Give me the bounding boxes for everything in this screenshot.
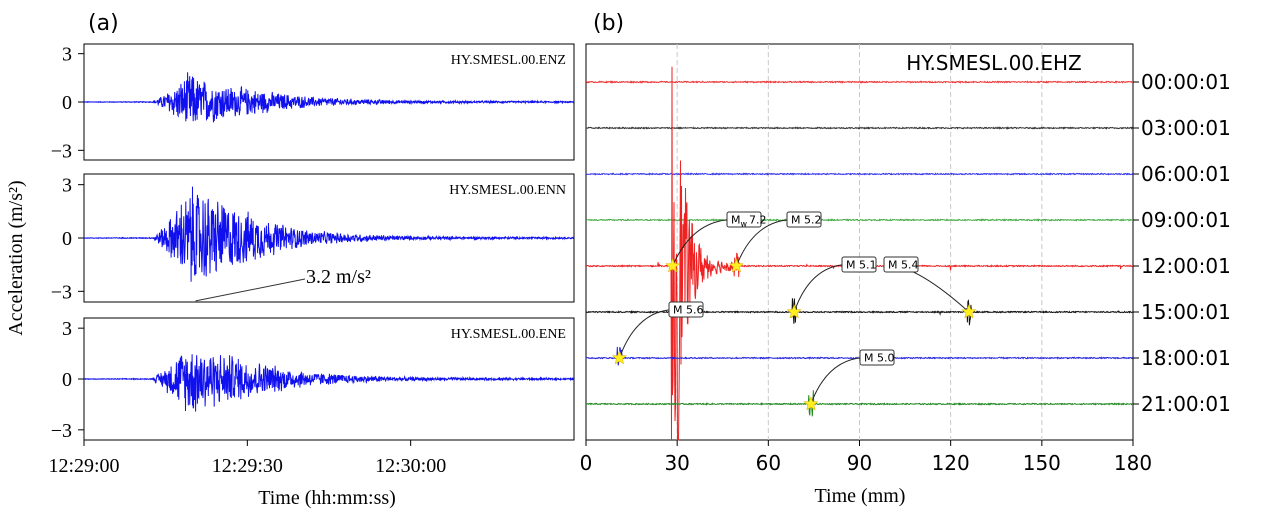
panel-b-events: Mw 7.2 M 5.2 M 5.1 M 5.4 M 5.6 M 5.0 bbox=[612, 211, 977, 411]
panel-b-x-axis: 0 30 60 90 120 150 180 bbox=[580, 440, 1152, 475]
event-label: M 5.0 bbox=[864, 352, 894, 365]
event-marker: M 5.6 bbox=[612, 301, 704, 365]
trace-label: 09:00:01 bbox=[1141, 208, 1231, 232]
event-label: M 5.2 bbox=[791, 214, 821, 227]
channel-label: HY.SMESL.00.ENZ bbox=[451, 53, 566, 68]
y-tick-label: 3 bbox=[62, 318, 72, 340]
waveform-3 bbox=[83, 354, 575, 412]
x-tick-label: 120 bbox=[932, 451, 970, 475]
event-label: M 5.4 bbox=[888, 259, 918, 272]
event-marker: M 5.0 bbox=[803, 349, 895, 411]
y-tick-label: 0 bbox=[62, 92, 72, 114]
panel-a: (a) Acceleration (m/s²) Time (hh:mm:ss) … bbox=[5, 11, 575, 509]
channel-label: HY.SMESL.00.ENE bbox=[451, 327, 566, 342]
event-callout-line bbox=[810, 357, 865, 405]
y-tick-label: 0 bbox=[62, 228, 72, 250]
event-marker: M 5.4 bbox=[883, 256, 977, 319]
event-star bbox=[612, 350, 627, 365]
y-tick-label: −3 bbox=[51, 140, 72, 162]
y-tick-label: 3 bbox=[62, 175, 72, 197]
subplot-3: 3 0 −3 HY.SMESL.00.ENE bbox=[51, 317, 575, 442]
panel-b-title: HY.SMESL.00.EHZ bbox=[906, 51, 1082, 75]
panel-b-xlabel: Time (mm) bbox=[815, 485, 906, 507]
x-tick-label: 180 bbox=[1114, 451, 1152, 475]
event-callout-line bbox=[618, 309, 674, 359]
event-callout-box bbox=[883, 256, 919, 273]
event-callout-box bbox=[859, 349, 895, 366]
trace-label: 00:00:01 bbox=[1141, 70, 1231, 94]
panel-a-x-axis: 12:29:00 12:29:30 12:30:00 bbox=[48, 440, 446, 477]
event-callout-box bbox=[786, 211, 822, 228]
trace-06-00-01 bbox=[585, 172, 1134, 176]
event-star bbox=[803, 396, 819, 411]
event-callout-line bbox=[735, 219, 792, 267]
x-tick-label: 0 bbox=[580, 451, 593, 475]
event-star bbox=[729, 258, 744, 273]
trace-label: 06:00:01 bbox=[1141, 162, 1231, 186]
subplot-2: 3 0 −3 HY.SMESL.00.ENN 3.2 m/s² bbox=[51, 173, 575, 303]
panel-a-ylabel: Acceleration (m/s²) bbox=[5, 180, 27, 335]
y-tick-label: −3 bbox=[51, 281, 72, 303]
peak-annotation-line bbox=[195, 278, 306, 302]
x-tick-label: 90 bbox=[847, 451, 872, 475]
event-star bbox=[961, 304, 977, 319]
event-marker: Mw 7.2 bbox=[665, 211, 767, 273]
x-tick-label: 12:30:00 bbox=[375, 455, 446, 477]
event-callout-box bbox=[726, 211, 762, 228]
event-callout-box bbox=[841, 256, 877, 273]
x-tick-label: 12:29:00 bbox=[48, 455, 119, 477]
x-tick-label: 30 bbox=[664, 451, 689, 475]
event-label: M 5.1 bbox=[846, 259, 876, 272]
event-callout-box bbox=[668, 301, 704, 318]
event-callout-line bbox=[672, 219, 732, 267]
trace-09-00-01 bbox=[585, 218, 1134, 222]
y-tick-label: 3 bbox=[62, 44, 72, 66]
waveform-2 bbox=[83, 186, 575, 282]
event-star bbox=[786, 304, 802, 319]
y-tick-label: 0 bbox=[62, 369, 72, 391]
waveform-1 bbox=[84, 72, 575, 123]
x-tick-label: 12:29:30 bbox=[212, 455, 283, 477]
x-tick-label: 150 bbox=[1023, 451, 1061, 475]
event-label: Mw 7.2 bbox=[731, 214, 767, 229]
peak-annotation: 3.2 m/s² bbox=[306, 266, 371, 288]
subplot-1: 3 0 −3 HY.SMESL.00.ENZ bbox=[51, 43, 575, 162]
panel-b-trace-labels: 00:00:01 03:00:01 06:00:01 09:00:01 12:00:01… bbox=[1133, 70, 1231, 416]
x-tick-label: 60 bbox=[756, 451, 781, 475]
trace-label: 12:00:01 bbox=[1141, 254, 1231, 278]
event-marker: M 5.1 bbox=[786, 256, 877, 319]
panel-a-xlabel: Time (hh:mm:ss) bbox=[258, 487, 396, 509]
panel-b: (b) Mw 7.2 M 5.2 M 5.1 M 5.4 M 5.6 M 5.0 HY.SM… bbox=[580, 11, 1231, 507]
event-label: M 5.6 bbox=[673, 304, 703, 317]
trace-label: 15:00:01 bbox=[1141, 300, 1231, 324]
trace-00-00-01 bbox=[585, 80, 1134, 84]
trace-label: 21:00:01 bbox=[1141, 392, 1231, 416]
channel-label: HY.SMESL.00.ENN bbox=[449, 183, 566, 198]
y-tick-label: −3 bbox=[51, 420, 72, 442]
event-callout-line bbox=[793, 264, 847, 313]
trace-03-00-01 bbox=[586, 126, 1134, 130]
panel-a-subplots: 3 0 −3 HY.SMESL.00.ENZ 3 0 −3 HY.SMESL.00.ENN 3.… bbox=[51, 43, 575, 442]
trace-21-00-01 bbox=[585, 390, 1134, 417]
event-marker: M 5.2 bbox=[729, 211, 822, 273]
event-star bbox=[665, 258, 681, 273]
panel-b-label: (b) bbox=[593, 11, 624, 36]
trace-label: 03:00:01 bbox=[1141, 116, 1231, 140]
panel-a-label: (a) bbox=[88, 11, 119, 36]
trace-label: 18:00:01 bbox=[1141, 346, 1231, 370]
